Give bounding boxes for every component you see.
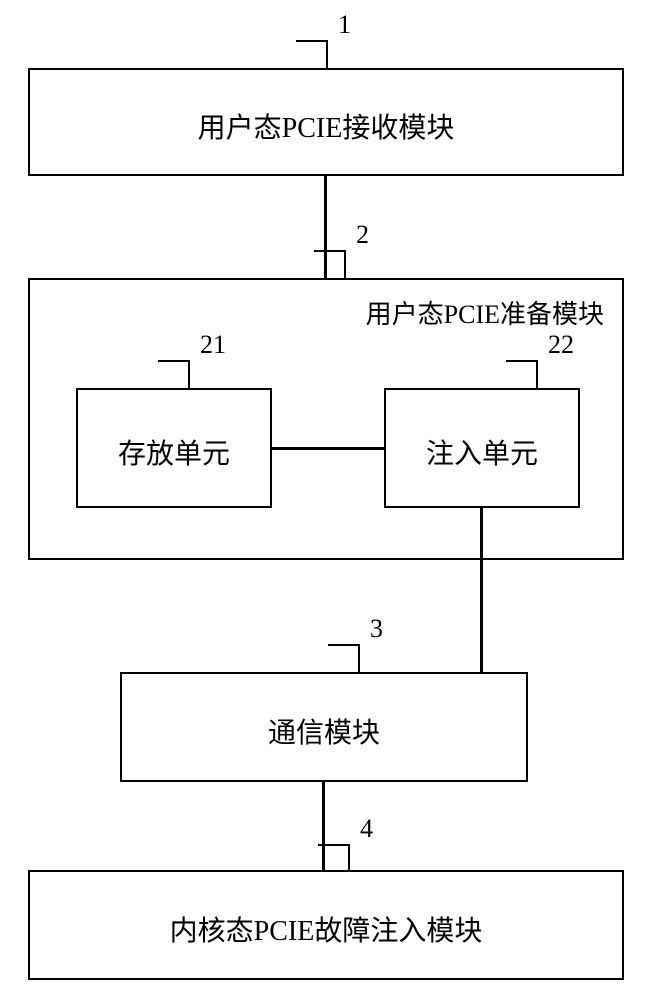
box-label: 用户态PCIE接收模块 bbox=[28, 106, 624, 146]
leader-line bbox=[326, 40, 328, 68]
connector-line bbox=[480, 508, 483, 560]
box-label: 存放单元 bbox=[76, 432, 272, 472]
box-label: 通信模块 bbox=[120, 711, 528, 751]
leader-line bbox=[506, 360, 538, 362]
connector-line bbox=[272, 447, 384, 450]
leader-line bbox=[344, 250, 346, 278]
leader-line bbox=[188, 360, 190, 388]
connector-line bbox=[324, 176, 327, 278]
leader-line bbox=[296, 40, 328, 42]
leader-number: 1 bbox=[338, 10, 351, 40]
box-label: 内核态PCIE故障注入模块 bbox=[28, 909, 624, 949]
leader-line bbox=[348, 844, 350, 870]
leader-line bbox=[328, 644, 360, 646]
leader-line bbox=[158, 360, 190, 362]
leader-number: 2 bbox=[356, 220, 369, 250]
leader-line bbox=[358, 644, 360, 672]
leader-line bbox=[314, 250, 346, 252]
leader-line bbox=[318, 844, 350, 846]
leader-line bbox=[536, 360, 538, 388]
connector-line bbox=[480, 560, 483, 672]
box-label: 用户态PCIE准备模块 bbox=[366, 294, 604, 331]
leader-number: 3 bbox=[370, 614, 383, 644]
leader-number: 4 bbox=[360, 814, 373, 844]
box-label: 注入单元 bbox=[384, 432, 580, 472]
leader-number: 21 bbox=[200, 330, 226, 360]
leader-number: 22 bbox=[548, 330, 574, 360]
connector-line bbox=[322, 782, 325, 870]
